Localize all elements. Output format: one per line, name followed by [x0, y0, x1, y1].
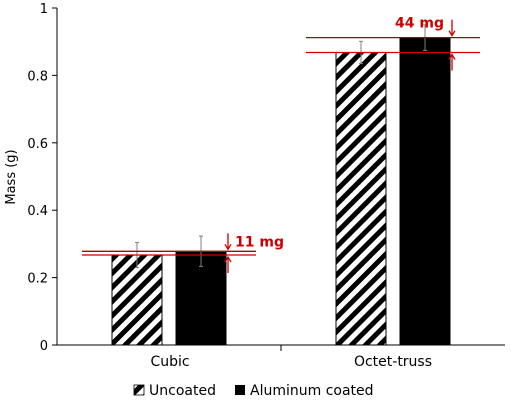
- annotation-label: 44 mg: [395, 16, 444, 32]
- y-tick-label: 0.4: [27, 204, 48, 219]
- legend: Uncoated Aluminum coated: [133, 383, 374, 399]
- annotation-cubic: 11 mg: [82, 233, 284, 274]
- y-tick-label: 0.8: [27, 69, 48, 84]
- y-tick-label: 1: [40, 2, 48, 17]
- bar-uncoated-cubic: [111, 254, 163, 346]
- y-tick-label: 0: [40, 339, 48, 354]
- legend-swatch-aluminum-coated: [235, 385, 245, 395]
- y-axis-label: Mass (g): [4, 149, 19, 204]
- bar-uncoated-octet-truss: [335, 51, 387, 346]
- legend-label-aluminum-coated: Aluminum coated: [250, 383, 374, 399]
- annotation-label: 11 mg: [235, 234, 284, 250]
- bars-layer: [111, 24, 451, 346]
- category-label-cubic: Cubic: [150, 354, 189, 370]
- legend-swatch-uncoated: [133, 384, 145, 396]
- ticks-layer: 0 0.2 0.4 0.6 0.8 1: [27, 2, 282, 354]
- annotation-octet-truss: 44 mg: [306, 16, 480, 71]
- y-tick-label: 0.6: [27, 137, 48, 152]
- bar-aluminum-coated-octet-truss: [399, 37, 451, 346]
- annotations-layer: 11 mg 44 mg: [82, 16, 480, 274]
- legend-label-uncoated: Uncoated: [149, 383, 216, 399]
- y-tick-label: 0.2: [27, 272, 48, 287]
- category-label-octet-truss: Octet-truss: [354, 354, 432, 370]
